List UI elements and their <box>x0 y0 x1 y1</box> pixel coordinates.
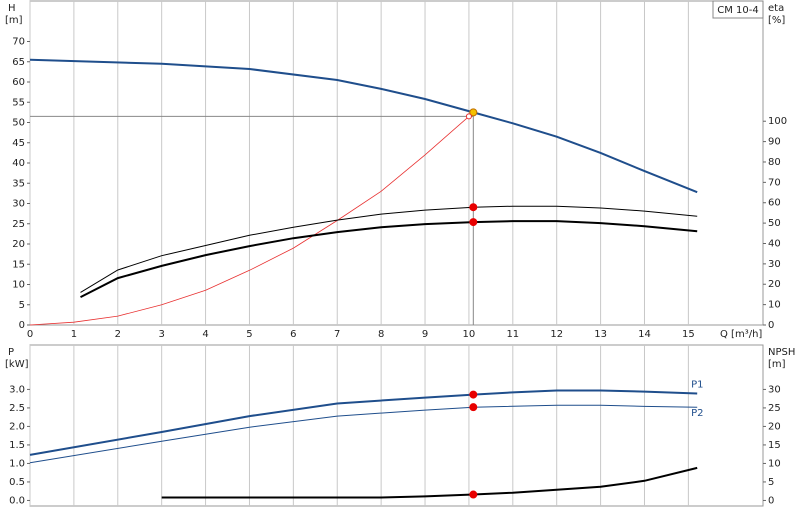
y2-tick-label: 15 <box>768 440 781 451</box>
operating-point <box>469 390 478 399</box>
y-tick-label: 45 <box>12 138 25 149</box>
y-tick-label: 3.0 <box>9 384 25 395</box>
y-tick-label: 5 <box>19 300 25 311</box>
y2-axis-unit: [%] <box>768 15 785 26</box>
y-tick-label: 65 <box>12 57 25 68</box>
y-tick-label: 2.5 <box>9 403 25 414</box>
y-tick-label: 20 <box>12 239 25 250</box>
x-tick-label: 3 <box>158 329 164 340</box>
y2-axis-unit: [m] <box>768 359 786 370</box>
y2-tick-label: 20 <box>768 279 781 290</box>
x-tick-label: 8 <box>378 329 384 340</box>
curve <box>29 116 470 326</box>
y-tick-label: 10 <box>12 280 25 291</box>
y2-tick-label: 0 <box>768 495 774 506</box>
y2-axis-label: NPSH <box>768 347 795 358</box>
y2-tick-label: 20 <box>768 421 781 432</box>
y2-tick-label: 50 <box>768 218 781 229</box>
operating-point <box>469 490 478 499</box>
x-tick-label: 11 <box>506 329 519 340</box>
y-tick-label: 0 <box>19 320 25 331</box>
y2-tick-label: 80 <box>768 157 781 168</box>
x-tick-label: 14 <box>638 329 651 340</box>
y2-tick-label: 10 <box>768 458 781 469</box>
y2-tick-label: 25 <box>768 403 781 414</box>
x-tick-label: 9 <box>422 329 428 340</box>
plot-frame <box>29 0 764 326</box>
y-tick-label: 0.5 <box>9 477 25 488</box>
y-tick-label: 2.0 <box>9 421 25 432</box>
curve <box>29 58 698 194</box>
curve <box>29 404 698 464</box>
y-tick-label: 1.0 <box>9 458 25 469</box>
y2-axis-label: eta <box>768 3 784 14</box>
x-tick-label: 6 <box>290 329 296 340</box>
y-axis-label: P <box>8 347 14 358</box>
y2-tick-label: 60 <box>768 198 781 209</box>
x-tick-label: 1 <box>71 329 77 340</box>
y-tick-label: 55 <box>12 97 25 108</box>
series-label: P1 <box>691 379 703 390</box>
y2-tick-label: 30 <box>768 259 781 270</box>
curve <box>80 205 698 293</box>
operating-point <box>469 108 478 117</box>
y-axis-unit: [m] <box>5 15 23 26</box>
operating-point <box>469 218 478 227</box>
y2-tick-label: 5 <box>768 477 774 488</box>
y-tick-label: 60 <box>12 77 25 88</box>
y-tick-label: 30 <box>12 199 25 210</box>
plot-frame <box>29 344 764 507</box>
y-tick-label: 1.5 <box>9 440 25 451</box>
y-tick-label: 0.0 <box>9 495 25 506</box>
y2-tick-label: 10 <box>768 300 781 311</box>
y-tick-label: 35 <box>12 178 25 189</box>
x-tick-label: 12 <box>550 329 563 340</box>
x-tick-label: 5 <box>246 329 252 340</box>
x-tick-label: 0 <box>27 329 33 340</box>
y2-tick-label: 100 <box>768 116 787 127</box>
y-tick-label: 15 <box>12 259 25 270</box>
x-tick-label: 4 <box>202 329 208 340</box>
y-axis-unit: [kW] <box>5 359 29 370</box>
y2-tick-label: 40 <box>768 238 781 249</box>
y-tick-label: 40 <box>12 158 25 169</box>
x-tick-label: 10 <box>463 329 476 340</box>
y2-tick-label: 70 <box>768 177 781 188</box>
curve <box>161 466 698 499</box>
x-tick-label: 2 <box>115 329 121 340</box>
series-label: P2 <box>691 408 703 419</box>
y-tick-label: 70 <box>12 37 25 48</box>
y2-tick-label: 90 <box>768 137 781 148</box>
y2-tick-label: 30 <box>768 384 781 395</box>
y-axis-label: H <box>8 3 16 14</box>
operating-point <box>469 403 478 412</box>
x-tick-label: 7 <box>334 329 340 340</box>
legend-label: CM 10-4 <box>717 5 758 16</box>
y-tick-label: 50 <box>12 118 25 129</box>
x-tick-label: 13 <box>594 329 607 340</box>
x-axis-label: Q [m³/h] <box>720 329 762 340</box>
y2-tick-label: 0 <box>768 320 774 331</box>
y-tick-label: 25 <box>12 219 25 230</box>
operating-point <box>469 203 478 212</box>
x-tick-label: 15 <box>682 329 695 340</box>
operating-point <box>465 113 472 120</box>
legend-box <box>712 0 764 19</box>
curve <box>80 220 698 298</box>
